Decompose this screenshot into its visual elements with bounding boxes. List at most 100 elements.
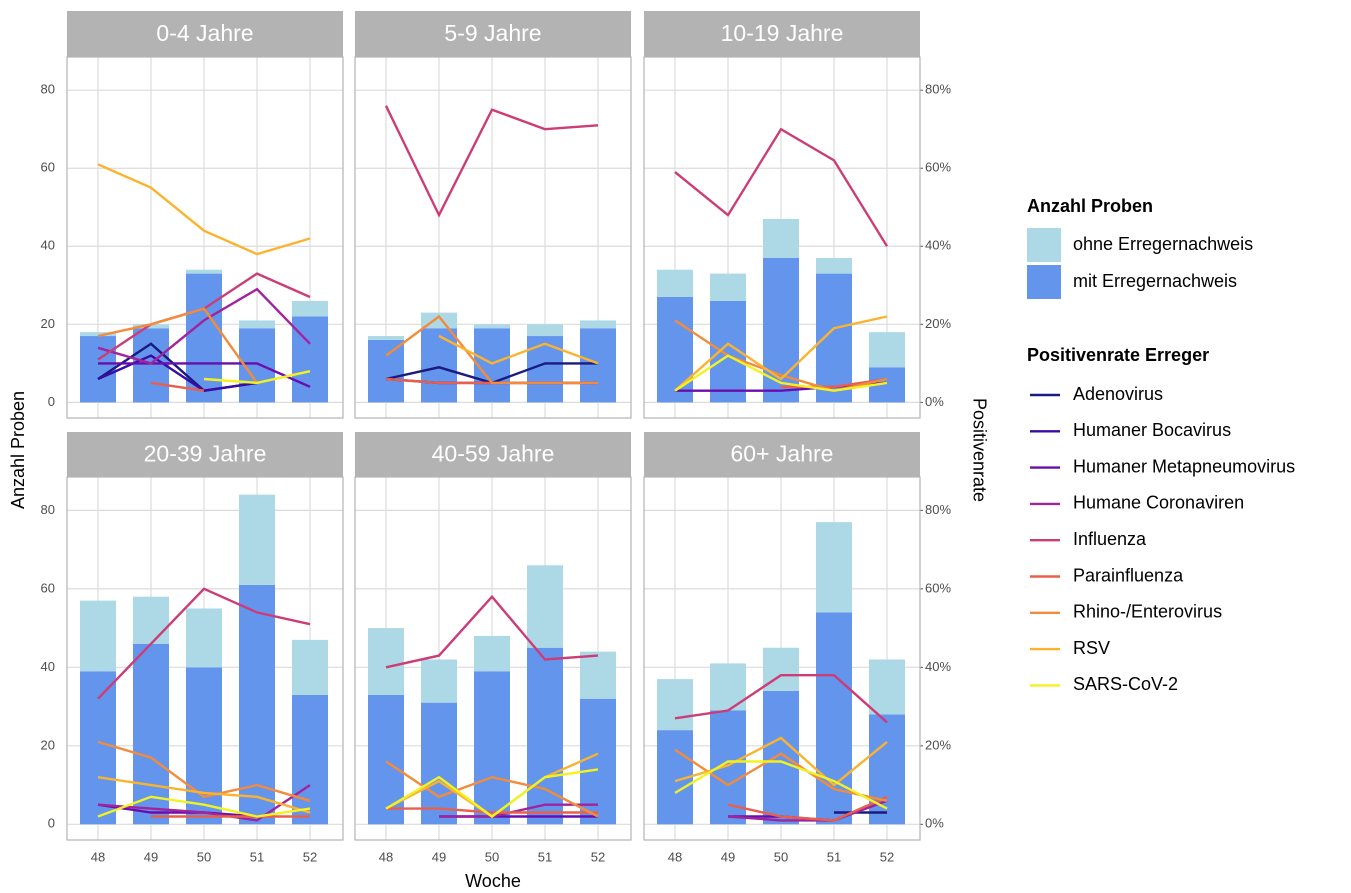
y2-tick-label: 0% bbox=[925, 816, 944, 831]
x-tick-label: 50 bbox=[485, 849, 499, 864]
x-tick-label: 49 bbox=[721, 849, 735, 864]
x-tick-label: 50 bbox=[774, 849, 788, 864]
line bbox=[385, 768, 599, 818]
line bbox=[97, 287, 311, 365]
line bbox=[97, 587, 311, 700]
x-tick-label: 48 bbox=[91, 849, 105, 864]
panel-border bbox=[643, 56, 921, 419]
y2-tick-label: 40% bbox=[925, 238, 951, 253]
bar bbox=[474, 328, 510, 403]
bar bbox=[580, 651, 616, 699]
y-tick-label: 20 bbox=[41, 737, 55, 752]
y-tick-label: 80 bbox=[41, 502, 55, 517]
bar bbox=[816, 522, 852, 613]
bar bbox=[133, 324, 169, 329]
y2-tick-label: 20% bbox=[925, 316, 951, 331]
x-tick-label: 52 bbox=[880, 849, 894, 864]
bar bbox=[239, 494, 275, 585]
panel-border bbox=[354, 476, 632, 841]
legend-label: mit Erregernachweis bbox=[1073, 271, 1237, 291]
bar bbox=[186, 269, 222, 274]
line bbox=[98, 362, 311, 388]
line bbox=[438, 334, 599, 365]
bar bbox=[869, 332, 905, 368]
x-tick-label: 49 bbox=[432, 849, 446, 864]
bar bbox=[580, 320, 616, 329]
y-tick-label: 60 bbox=[41, 580, 55, 595]
legend-label: ohne Erregernachweis bbox=[1073, 234, 1253, 254]
line bbox=[674, 319, 888, 392]
y2-tick-label: 60% bbox=[925, 160, 951, 175]
legend-key bbox=[1027, 228, 1061, 262]
bar bbox=[186, 608, 222, 668]
line bbox=[727, 799, 888, 822]
line bbox=[674, 315, 888, 392]
y-tick-label: 60 bbox=[41, 160, 55, 175]
y-tick-label: 0 bbox=[48, 816, 55, 831]
y2-tick-label: 80% bbox=[925, 82, 951, 97]
y2-tick-label: 40% bbox=[925, 659, 951, 674]
line bbox=[386, 807, 598, 814]
bar bbox=[368, 694, 404, 825]
panel-border bbox=[66, 476, 344, 841]
legend-label: Adenovirus bbox=[1073, 384, 1163, 404]
bar bbox=[133, 328, 169, 403]
line bbox=[97, 776, 311, 814]
bar bbox=[474, 671, 510, 825]
bar bbox=[657, 679, 693, 731]
legend-label: Rhino-/Enterovirus bbox=[1073, 602, 1222, 622]
strip bbox=[355, 432, 631, 477]
y2-tick-label: 80% bbox=[925, 502, 951, 517]
strip bbox=[644, 432, 920, 477]
x-tick-label: 51 bbox=[250, 849, 264, 864]
bar bbox=[133, 643, 169, 825]
bar bbox=[186, 667, 222, 825]
panel-title: 10-19 Jahre bbox=[721, 20, 844, 46]
legend-title: Anzahl Proben bbox=[1027, 196, 1153, 216]
x-tick-label: 51 bbox=[827, 849, 841, 864]
line bbox=[675, 381, 888, 392]
bar bbox=[816, 273, 852, 403]
line bbox=[385, 760, 599, 818]
line bbox=[781, 377, 888, 388]
panel-title: 20-39 Jahre bbox=[144, 441, 267, 467]
bar bbox=[80, 336, 116, 403]
y-tick-label: 20 bbox=[41, 316, 55, 331]
y2-tick-label: 0% bbox=[925, 394, 944, 409]
x-tick-label: 51 bbox=[538, 849, 552, 864]
bar bbox=[292, 300, 328, 317]
bar bbox=[421, 659, 457, 703]
panel-title: 60+ Jahre bbox=[731, 441, 834, 467]
bar bbox=[763, 218, 799, 258]
bar bbox=[474, 635, 510, 672]
line bbox=[674, 674, 888, 724]
strip bbox=[644, 11, 920, 57]
panel-border bbox=[66, 56, 344, 419]
bar bbox=[80, 600, 116, 672]
bar bbox=[239, 320, 275, 329]
line bbox=[439, 803, 598, 818]
bar bbox=[80, 671, 116, 825]
line bbox=[97, 740, 311, 802]
line bbox=[150, 381, 205, 392]
bar bbox=[133, 596, 169, 644]
bar bbox=[763, 257, 799, 403]
x-tick-label: 48 bbox=[668, 849, 682, 864]
legend-title: Positivenrate Erreger bbox=[1027, 345, 1209, 365]
panel-title: 40-59 Jahre bbox=[432, 441, 555, 467]
y2-tick-label: 20% bbox=[925, 737, 951, 752]
legend-label: Humaner Metapneumovirus bbox=[1073, 456, 1295, 476]
y-tick-label: 0 bbox=[48, 394, 55, 409]
panel-title: 5-9 Jahre bbox=[444, 20, 541, 46]
bar bbox=[292, 694, 328, 825]
legend-key bbox=[1027, 265, 1061, 299]
y-tick-label: 40 bbox=[41, 238, 55, 253]
bar bbox=[657, 297, 693, 403]
line bbox=[674, 354, 888, 392]
bar bbox=[368, 336, 404, 340]
x-tick-label: 52 bbox=[303, 849, 317, 864]
panel-title: 0-4 Jahre bbox=[156, 20, 253, 46]
bar bbox=[527, 324, 563, 337]
bar bbox=[421, 328, 457, 403]
legend-label: SARS-CoV-2 bbox=[1073, 674, 1178, 694]
